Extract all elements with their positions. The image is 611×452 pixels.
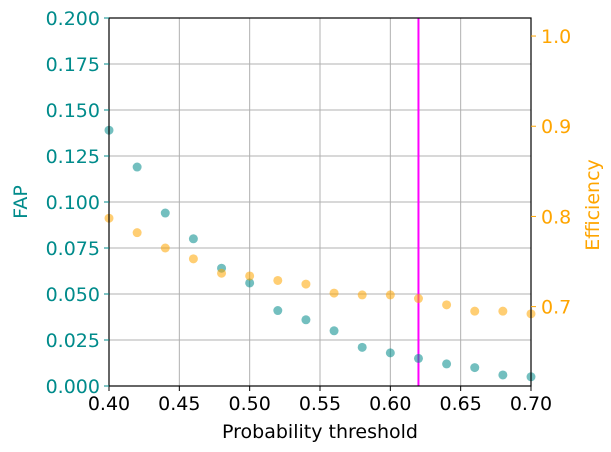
- efficiency-point: [160, 243, 170, 253]
- fap-point: [301, 315, 311, 325]
- x-tick-label: 0.70: [510, 393, 552, 415]
- efficiency-point: [470, 306, 480, 316]
- efficiency-point: [217, 268, 227, 278]
- x-tick-label: 0.50: [229, 393, 271, 415]
- efficiency-point: [498, 306, 508, 316]
- fap-point: [385, 348, 395, 358]
- y-axis-left-title: FAP: [10, 185, 32, 219]
- y-left-tick-label: 0.000: [46, 376, 100, 398]
- y-left-tick-label: 0.150: [46, 100, 100, 122]
- efficiency-point: [385, 290, 395, 300]
- efficiency-point: [413, 294, 423, 304]
- efficiency-point: [132, 228, 142, 238]
- fap-point: [498, 370, 508, 380]
- x-tick-label: 0.60: [369, 393, 411, 415]
- fap-point: [273, 306, 283, 316]
- fap-point: [245, 278, 255, 288]
- efficiency-point: [245, 271, 255, 281]
- fap-point: [413, 353, 423, 363]
- x-tick-label: 0.65: [440, 393, 482, 415]
- fap-point: [160, 208, 170, 218]
- fap-point: [357, 342, 367, 352]
- grid: [108, 17, 532, 387]
- x-axis-ticks: 0.40 0.45 0.50 0.55 0.60 0.65 0.70: [88, 386, 552, 415]
- efficiency-point: [273, 275, 283, 285]
- y-right-tick-label: 0.8: [541, 206, 571, 228]
- y-left-tick-label: 0.175: [46, 54, 100, 76]
- y-left-tick-label: 0.025: [46, 330, 100, 352]
- x-tick-label: 0.40: [88, 393, 130, 415]
- y-right-tick-label: 1.0: [541, 26, 571, 48]
- data-points: [104, 125, 536, 382]
- y-left-tick-label: 0.100: [46, 192, 100, 214]
- efficiency-point: [329, 288, 339, 298]
- y-left-tick-label: 0.200: [46, 8, 100, 30]
- efficiency-point: [357, 290, 367, 300]
- y-axis-right-ticks: 0.7 0.8 0.9 1.0: [531, 26, 571, 319]
- fap-point: [132, 162, 142, 172]
- y-left-tick-label: 0.125: [46, 146, 100, 168]
- y-axis-right-title: Efficiency: [582, 159, 604, 251]
- fap-point: [470, 363, 480, 373]
- y-right-tick-label: 0.9: [541, 116, 571, 138]
- x-axis-title: Probability threshold: [222, 421, 418, 443]
- y-axis-left-ticks: 0.000 0.025 0.050 0.075 0.100 0.125 0.150 0.175…: [46, 8, 109, 398]
- x-tick-label: 0.45: [158, 393, 200, 415]
- fap-point: [188, 234, 198, 244]
- fap-point: [329, 326, 339, 336]
- y-left-tick-label: 0.075: [46, 238, 100, 260]
- efficiency-point: [188, 254, 198, 264]
- fap-point: [442, 359, 452, 369]
- y-left-tick-label: 0.050: [46, 284, 100, 306]
- x-tick-label: 0.55: [299, 393, 341, 415]
- efficiency-point: [442, 300, 452, 310]
- efficiency-point: [301, 279, 311, 289]
- y-right-tick-label: 0.7: [541, 297, 571, 319]
